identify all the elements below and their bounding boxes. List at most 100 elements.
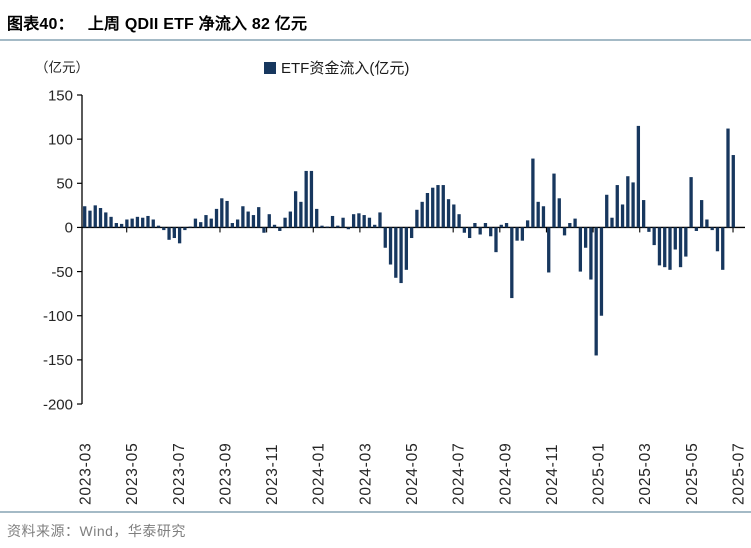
bar [557,198,561,228]
bar [388,227,393,265]
bar [462,227,467,233]
bar [162,227,166,231]
bar [93,205,97,228]
bar [404,227,408,270]
x-axis-label: 2025-03 [637,443,654,505]
bar [288,211,292,228]
bar [578,227,583,272]
y-axis-label: 100 [48,131,73,148]
bar [467,227,472,239]
bar [83,206,87,228]
bar [125,219,129,228]
bar [235,219,240,228]
bar [620,204,625,228]
bar [678,227,683,268]
bar [109,216,113,228]
bar [494,227,498,253]
bar [346,227,350,230]
bar [119,223,124,228]
bar [431,187,435,228]
bar [177,227,182,244]
y-axis-label: -200 [43,396,73,413]
figure-title: 上周 QDII ETF 净流入 82 亿元 [87,16,308,33]
bar [220,198,224,228]
chart-area: 150 100 50 0 -50 -100 -150 -200 2023-03 2023-05 20… [0,50,751,520]
bar [188,226,192,228]
bar [114,223,118,228]
bar [631,182,635,228]
chart-legend: ETF资金流入(亿元) [264,57,409,78]
bar [146,215,150,228]
page-title: 图表40： 上周 QDII ETF 净流入 82 亿元 [7,10,747,34]
bar [262,227,266,233]
bar [156,225,161,228]
bar [699,200,704,228]
bar [246,211,250,228]
bar [351,214,356,228]
bar [641,200,646,228]
bar [88,210,92,228]
bar [199,222,203,228]
bar [251,215,256,228]
bar [204,215,208,228]
bar [525,220,530,228]
bar [183,227,187,231]
x-axis-label: 2023-09 [217,443,234,505]
y-axis-unit-label: （亿元） [35,60,89,75]
x-axis-label: 2024-07 [451,443,468,505]
x-axis-label: 2023-07 [171,443,188,505]
legend-label: ETF资金流入(亿元) [281,60,410,77]
bar [684,227,688,257]
bar [209,218,213,228]
bar [362,215,366,228]
bar [357,213,361,228]
bar [130,218,134,228]
bar [473,223,477,228]
bar [541,206,546,228]
bar [489,227,493,237]
bar [325,226,329,228]
bar [330,215,335,228]
x-axis-label: 2024-09 [497,443,514,505]
bar [141,217,145,228]
bar [510,227,514,299]
bar [151,219,155,228]
bar [267,214,271,228]
bar [436,185,440,228]
bar [167,227,171,240]
x-axis-label: 2023-11 [264,444,281,505]
bar [705,219,709,228]
x-axis-label: 2023-03 [78,443,95,505]
x-axis-label: 2024-11 [544,444,561,505]
bar [98,208,103,228]
bar [373,224,377,228]
bar [441,185,445,228]
y-axis-label: 150 [48,87,73,104]
bar [283,217,287,228]
bar [452,204,456,228]
bar [583,227,588,248]
bar [478,227,482,235]
bar [457,214,461,228]
bar [293,191,298,228]
bar [626,176,630,228]
bar [605,194,609,228]
bar [668,227,672,270]
y-axis-label: -150 [43,352,73,369]
legend-swatch-icon [264,61,276,74]
bar [573,218,577,228]
bar [531,158,535,228]
bar [415,209,419,228]
bar [589,227,593,280]
bar [230,223,234,228]
title-underline [0,39,751,41]
y-axis-label: 50 [56,176,73,193]
bar [657,227,662,266]
bar [710,227,714,231]
bar [726,128,730,228]
y-axis-label: -100 [43,308,73,325]
bar [515,227,519,241]
bar [425,193,430,228]
bar [278,227,282,231]
bar [663,227,667,268]
